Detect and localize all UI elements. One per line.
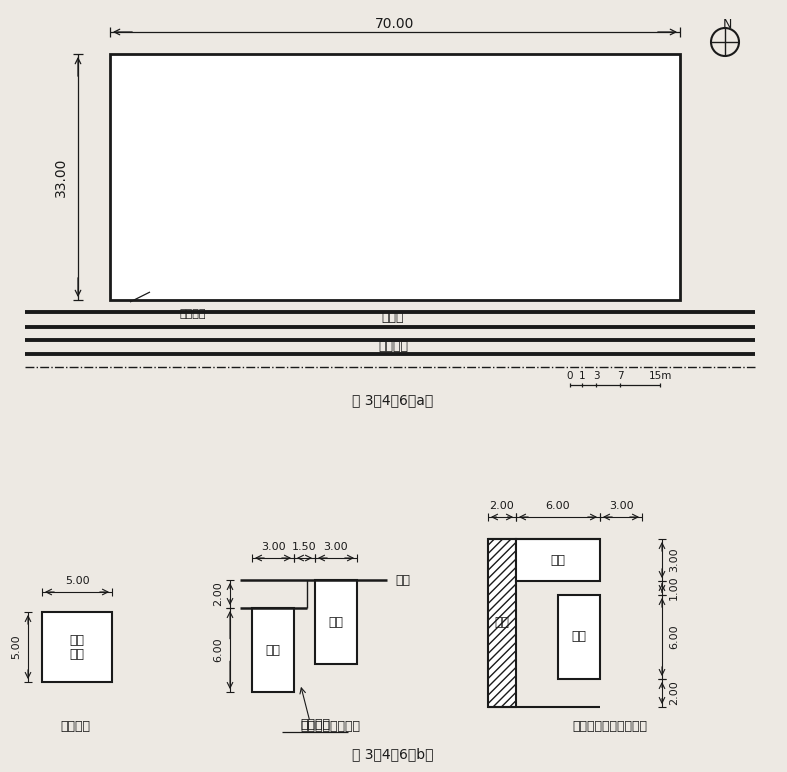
Bar — [315, 580, 357, 664]
Text: 人行道: 人行道 — [382, 311, 405, 324]
Bar — [42, 612, 112, 682]
Bar — [488, 539, 516, 707]
Text: 管理: 管理 — [69, 635, 84, 648]
Text: 车位: 车位 — [550, 554, 566, 567]
Bar — [252, 608, 294, 692]
Text: 2.00: 2.00 — [490, 501, 515, 511]
Text: 3: 3 — [593, 371, 600, 381]
Text: 1: 1 — [578, 371, 586, 381]
Text: 70.00: 70.00 — [375, 17, 415, 31]
Text: N: N — [722, 18, 732, 31]
Text: 绿化: 绿化 — [494, 617, 509, 629]
Text: 5.00: 5.00 — [65, 576, 89, 586]
Text: 通道: 通道 — [395, 574, 410, 587]
Bar — [110, 54, 680, 300]
Text: 残疾人停车位要求: 残疾人停车位要求 — [300, 720, 360, 733]
Text: 管理用房: 管理用房 — [60, 720, 90, 733]
Text: 15m: 15m — [648, 371, 671, 381]
Text: 1.50: 1.50 — [292, 542, 317, 552]
Text: 6.00: 6.00 — [213, 638, 223, 662]
Text: 用地红线: 用地红线 — [180, 309, 206, 319]
Text: 用房: 用房 — [69, 648, 84, 662]
Text: 2.00: 2.00 — [213, 581, 223, 606]
Text: 1.00: 1.00 — [669, 576, 679, 601]
Text: 3.00: 3.00 — [669, 547, 679, 572]
Text: 7: 7 — [617, 371, 623, 381]
Text: 车位: 车位 — [571, 631, 586, 644]
Text: 停车带之间绿化带要求: 停车带之间绿化带要求 — [572, 720, 648, 733]
Text: 3.00: 3.00 — [323, 542, 349, 552]
Text: 5.00: 5.00 — [11, 635, 21, 659]
Text: 3.00: 3.00 — [608, 501, 634, 511]
Text: 6.00: 6.00 — [669, 625, 679, 649]
Text: 6.00: 6.00 — [545, 501, 571, 511]
Bar — [516, 539, 600, 581]
Text: 城市道路: 城市道路 — [378, 340, 408, 353]
Text: 图 3－4－6（b）: 图 3－4－6（b） — [353, 747, 434, 761]
Text: 33.00: 33.00 — [54, 157, 68, 197]
Text: 图 3－4－6（a）: 图 3－4－6（a） — [353, 393, 434, 407]
Text: 2.00: 2.00 — [669, 681, 679, 706]
Text: 3.00: 3.00 — [260, 542, 286, 552]
Text: 轮椅通道: 轮椅通道 — [300, 717, 330, 730]
Text: 车位: 车位 — [328, 615, 343, 628]
Text: 车位: 车位 — [265, 644, 280, 656]
Bar — [558, 595, 600, 679]
Text: 0: 0 — [567, 371, 573, 381]
